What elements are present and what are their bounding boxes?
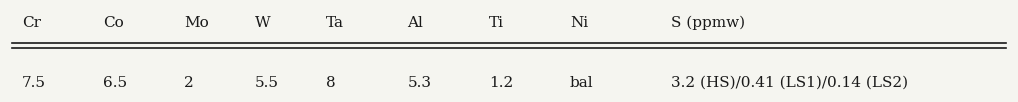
Text: Ti: Ti <box>489 16 504 30</box>
Text: Co: Co <box>103 16 123 30</box>
Text: Ni: Ni <box>570 16 588 30</box>
Text: 8: 8 <box>326 76 336 90</box>
Text: 1.2: 1.2 <box>489 76 513 90</box>
Text: 3.2 (HS)/0.41 (LS1)/0.14 (LS2): 3.2 (HS)/0.41 (LS1)/0.14 (LS2) <box>672 76 908 90</box>
Text: Ta: Ta <box>326 16 344 30</box>
Text: Al: Al <box>407 16 423 30</box>
Text: 5.5: 5.5 <box>256 76 279 90</box>
Text: 5.3: 5.3 <box>407 76 432 90</box>
Text: Cr: Cr <box>21 16 41 30</box>
Text: 2: 2 <box>184 76 193 90</box>
Text: 6.5: 6.5 <box>103 76 127 90</box>
Text: W: W <box>256 16 271 30</box>
Text: S (ppmw): S (ppmw) <box>672 16 745 30</box>
Text: 7.5: 7.5 <box>21 76 46 90</box>
Text: Mo: Mo <box>184 16 209 30</box>
Text: bal: bal <box>570 76 593 90</box>
